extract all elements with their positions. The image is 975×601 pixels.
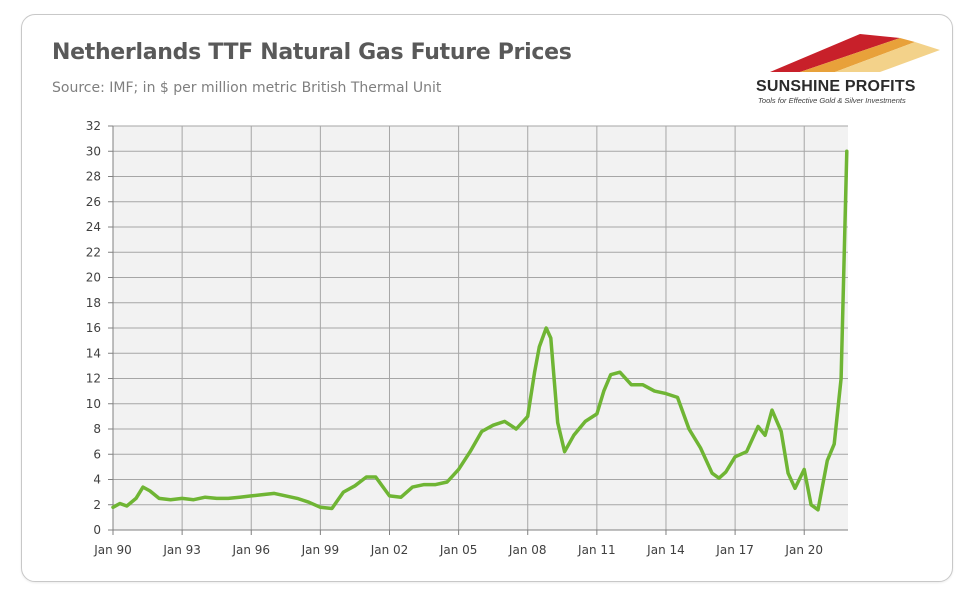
logo-name: SUNSHINE PROFITS [756,78,916,95]
x-tick-label: Jan 11 [577,543,616,557]
y-tick-label: 10 [86,397,101,411]
x-tick-label: Jan 14 [646,543,685,557]
y-tick-label: 32 [86,119,101,133]
y-tick-label: 26 [86,195,101,209]
x-tick-label: Jan 02 [370,543,409,557]
x-tick-label: Jan 08 [508,543,547,557]
y-tick-label: 16 [86,321,101,335]
logo-tagline: Tools for Effective Gold & Silver Invest… [758,96,906,105]
y-tick-label: 2 [93,498,101,512]
x-tick-label: Jan 20 [784,543,823,557]
series-line [111,149,849,512]
x-tick-label: Jan 96 [231,543,270,557]
y-tick-label: 22 [86,245,101,259]
x-tick-label: Jan 90 [93,543,132,557]
chart-subtitle: Source: IMF; in $ per million metric Bri… [52,80,442,96]
x-tick-label: Jan 05 [439,543,478,557]
y-tick-label: 30 [86,144,101,158]
logo-swoosh-icon [770,34,940,72]
x-tick-label: Jan 93 [162,543,201,557]
y-tick-label: 14 [86,346,101,360]
brand-logo: SUNSHINE PROFITS Tools for Effective Gol… [740,28,945,108]
y-tick-label: 20 [86,271,101,285]
y-tick-label: 6 [93,447,101,461]
y-tick-label: 12 [86,372,101,386]
y-tick-label: 0 [93,523,101,537]
y-tick-label: 28 [86,170,101,184]
y-tick-label: 8 [93,422,101,436]
y-tick-label: 24 [86,220,101,234]
y-tick-label: 18 [86,296,101,310]
x-tick-label: Jan 99 [301,543,340,557]
y-tick-label: 4 [93,473,101,487]
x-tick-label: Jan 17 [715,543,754,557]
chart-title: Netherlands TTF Natural Gas Future Price… [52,40,572,65]
